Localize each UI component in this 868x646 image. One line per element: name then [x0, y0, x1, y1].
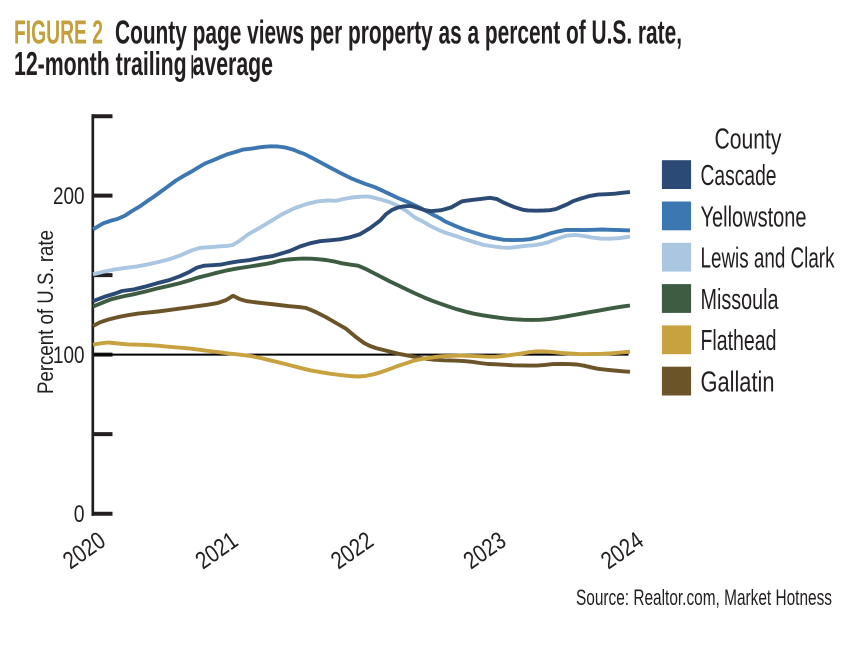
svg-text:Flathead: Flathead [701, 325, 777, 357]
svg-text:12-month trailing average: 12-month trailing average [14, 45, 273, 82]
svg-text:Lewis and Clark: Lewis and Clark [701, 243, 835, 275]
svg-text:100: 100 [53, 342, 85, 369]
svg-text:Percent of U.S. rate: Percent of U.S. rate [33, 230, 58, 394]
svg-text:FIGURE 2: FIGURE 2 [14, 14, 103, 51]
svg-text:200: 200 [53, 183, 85, 210]
svg-text:Yellowstone: Yellowstone [701, 201, 807, 233]
svg-text:0: 0 [74, 501, 85, 528]
svg-text:Source: Realtor.com, Market Ho: Source: Realtor.com, Market Hotness [576, 585, 832, 610]
svg-text:County page views per property: County page views per property as a perc… [115, 14, 682, 51]
svg-text:County: County [715, 124, 783, 156]
svg-text:Cascade: Cascade [701, 160, 777, 192]
svg-text:Gallatin: Gallatin [701, 367, 775, 399]
svg-text:Missoula: Missoula [701, 284, 780, 316]
